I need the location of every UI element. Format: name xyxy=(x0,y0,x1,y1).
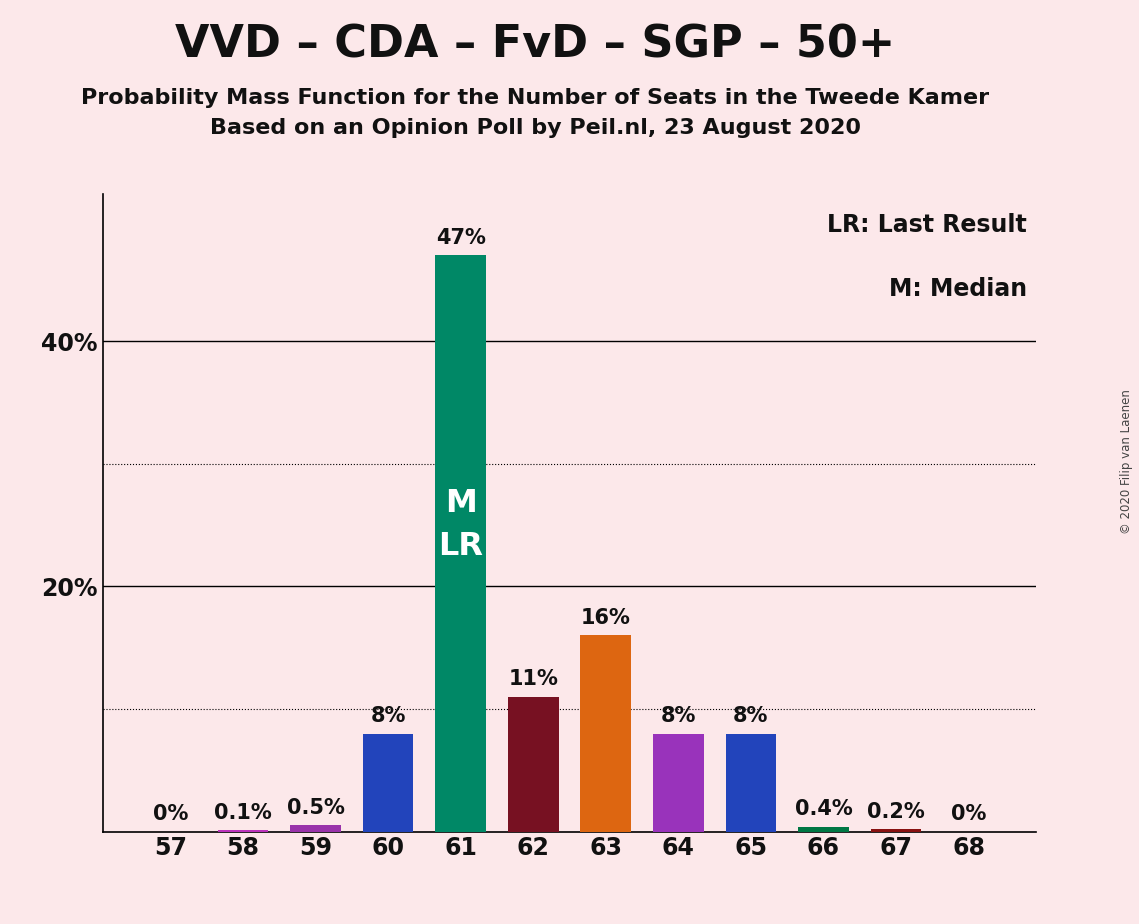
Bar xyxy=(290,825,341,832)
Text: 11%: 11% xyxy=(508,669,558,689)
Text: 0.1%: 0.1% xyxy=(214,803,272,823)
Text: © 2020 Filip van Laenen: © 2020 Filip van Laenen xyxy=(1121,390,1133,534)
Bar xyxy=(726,734,777,832)
Text: M
LR: M LR xyxy=(439,488,483,562)
Text: 0%: 0% xyxy=(951,804,986,824)
Text: 8%: 8% xyxy=(734,706,769,726)
Text: M: Median: M: Median xyxy=(890,277,1027,301)
Bar xyxy=(870,829,921,832)
Bar xyxy=(581,636,631,832)
Text: Probability Mass Function for the Number of Seats in the Tweede Kamer: Probability Mass Function for the Number… xyxy=(81,88,990,108)
Text: 47%: 47% xyxy=(436,228,485,248)
Text: 8%: 8% xyxy=(370,706,405,726)
Bar xyxy=(798,827,849,832)
Text: 0%: 0% xyxy=(153,804,188,824)
Bar xyxy=(362,734,413,832)
Bar xyxy=(508,697,558,832)
Text: VVD – CDA – FvD – SGP – 50+: VVD – CDA – FvD – SGP – 50+ xyxy=(175,23,895,67)
Text: 16%: 16% xyxy=(581,608,631,628)
Text: LR: Last Result: LR: Last Result xyxy=(827,213,1027,237)
Text: 8%: 8% xyxy=(661,706,696,726)
Text: 0.2%: 0.2% xyxy=(867,802,925,821)
Text: 0.4%: 0.4% xyxy=(795,799,852,820)
Bar xyxy=(435,255,486,832)
Bar xyxy=(653,734,704,832)
Text: Based on an Opinion Poll by Peil.nl, 23 August 2020: Based on an Opinion Poll by Peil.nl, 23 … xyxy=(210,118,861,139)
Bar xyxy=(218,831,269,832)
Text: 0.5%: 0.5% xyxy=(287,798,344,818)
